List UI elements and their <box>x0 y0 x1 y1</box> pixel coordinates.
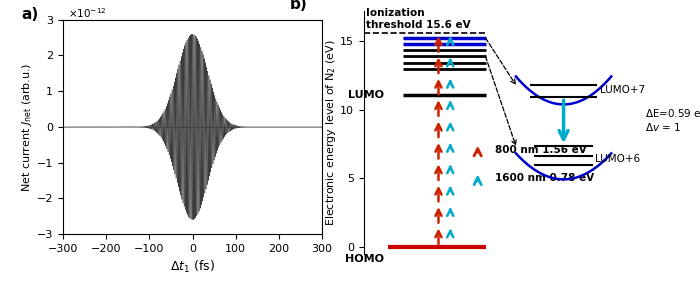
Y-axis label: Net current $J_{\rm net}$ (arb.u.): Net current $J_{\rm net}$ (arb.u.) <box>20 62 34 191</box>
Y-axis label: Electronic energy level of N$_2$ (eV): Electronic energy level of N$_2$ (eV) <box>323 39 337 226</box>
Text: LUMO+7: LUMO+7 <box>600 85 645 95</box>
X-axis label: $\Delta t_1$ (fs): $\Delta t_1$ (fs) <box>170 259 215 276</box>
Text: LUMO+6: LUMO+6 <box>594 154 640 164</box>
Text: a): a) <box>22 7 38 22</box>
Text: Ionization
threshold 15.6 eV: Ionization threshold 15.6 eV <box>366 8 470 30</box>
Text: LUMO: LUMO <box>348 90 384 100</box>
Text: HOMO: HOMO <box>344 254 384 264</box>
Text: 1600 nm 0.78 eV: 1600 nm 0.78 eV <box>496 173 594 183</box>
Text: 800 nm 1.56 eV: 800 nm 1.56 eV <box>496 145 587 155</box>
Text: b): b) <box>290 0 307 12</box>
Text: $\times 10^{-12}$: $\times 10^{-12}$ <box>68 6 106 20</box>
Text: $\Delta$E=0.59 eV
$\Delta v$ = 1: $\Delta$E=0.59 eV $\Delta v$ = 1 <box>645 107 700 133</box>
